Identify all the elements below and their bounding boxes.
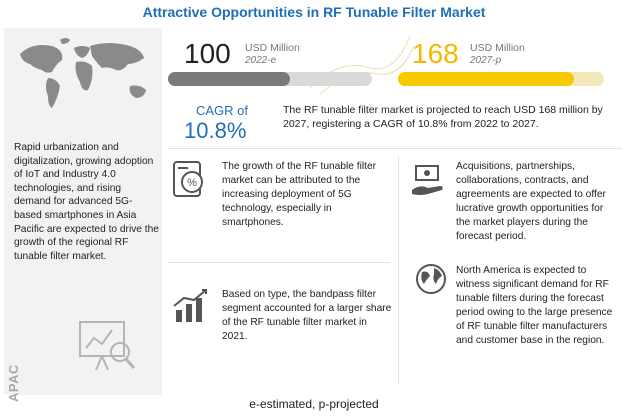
- page-title: Attractive Opportunities in RF Tunable F…: [142, 4, 486, 20]
- cagr-description: The RF tunable filter market is projecte…: [283, 104, 603, 130]
- left-panel-description: Rapid urbanization and digitalization, g…: [14, 142, 159, 262]
- value-2022: 100: [184, 38, 231, 69]
- bar-growth-icon: [173, 289, 207, 322]
- value-2027: 168: [412, 38, 459, 69]
- vertical-divider: [398, 156, 399, 384]
- bar-2027-fill: [398, 72, 575, 86]
- point-bandpass: Based on type, the bandpass filter segme…: [222, 289, 392, 342]
- point-north-america: North America is expected to witness sig…: [456, 265, 613, 346]
- cagr-label: CAGR of: [196, 103, 249, 118]
- decorative-lines: [309, 35, 415, 95]
- footer-note: e-estimated, p-projected: [249, 397, 379, 411]
- region-label: APAC: [6, 364, 21, 402]
- globe-icon: [416, 264, 446, 294]
- bar-2022-fill: [168, 72, 291, 86]
- analytics-icon: [79, 321, 136, 371]
- point-5g-growth: The growth of the RF tunable filter mark…: [222, 161, 377, 228]
- unit-2022: USD Million: [245, 42, 300, 54]
- left-panel: Rapid urbanization and digitalization, g…: [4, 28, 162, 402]
- world-map-icon: [20, 38, 146, 108]
- cagr-value: 10.8%: [184, 118, 247, 143]
- point-acquisitions: Acquisitions, partnerships, collaboratio…: [456, 161, 606, 242]
- year-2027: 2027-p: [470, 55, 502, 66]
- left-horizontal-divider: [168, 262, 390, 263]
- money-hand-icon: [412, 165, 443, 195]
- horizontal-divider: [168, 148, 622, 149]
- unit-2027: USD Million: [470, 42, 525, 54]
- svg-text:%: %: [187, 177, 197, 189]
- percent-device-icon: %: [173, 161, 203, 197]
- year-2022: 2022-e: [245, 55, 277, 66]
